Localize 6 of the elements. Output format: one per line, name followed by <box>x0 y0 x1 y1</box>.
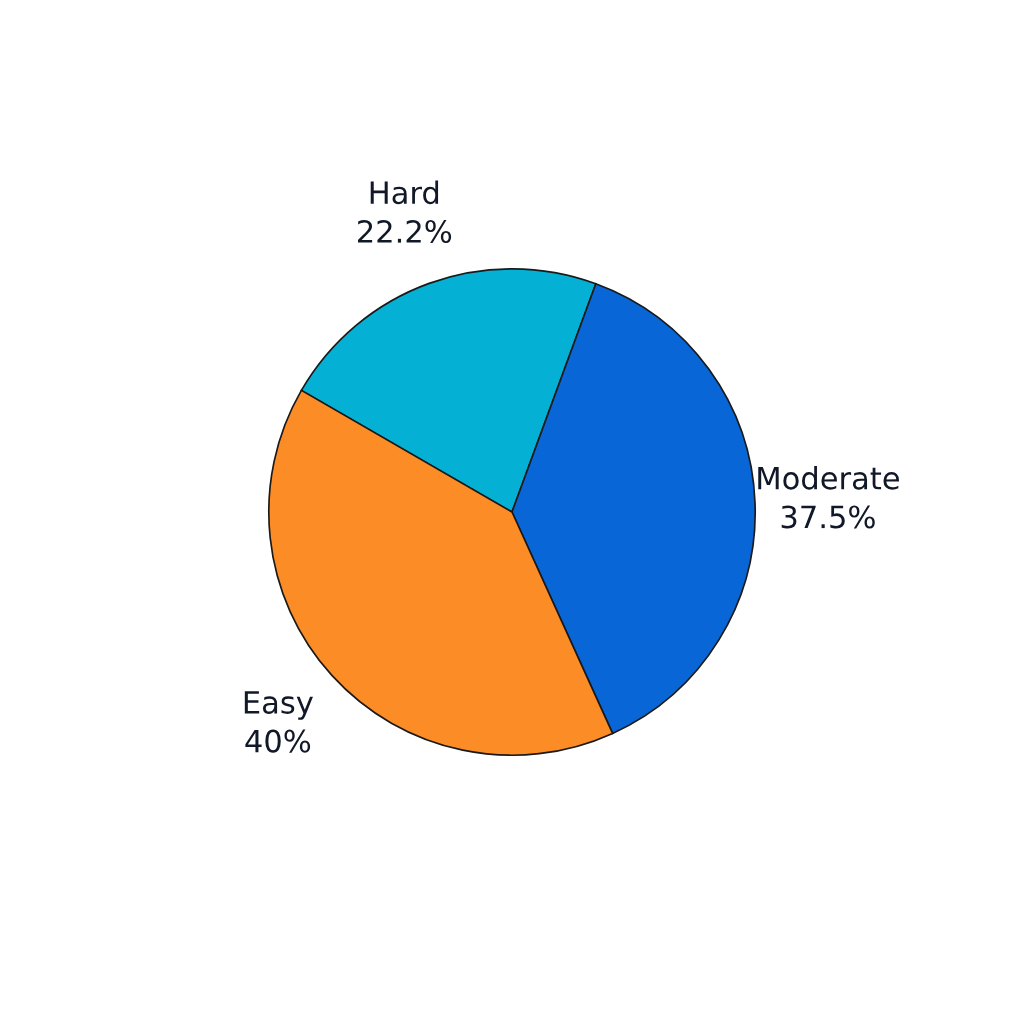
slice-label: Hard <box>370 180 439 205</box>
data-label: 40% <box>245 729 311 753</box>
slice-label: Easy <box>244 691 313 720</box>
slice-label: Moderate <box>758 466 899 490</box>
data-label: 37.5% <box>781 505 875 529</box>
data-label: 22.2% <box>357 219 452 244</box>
